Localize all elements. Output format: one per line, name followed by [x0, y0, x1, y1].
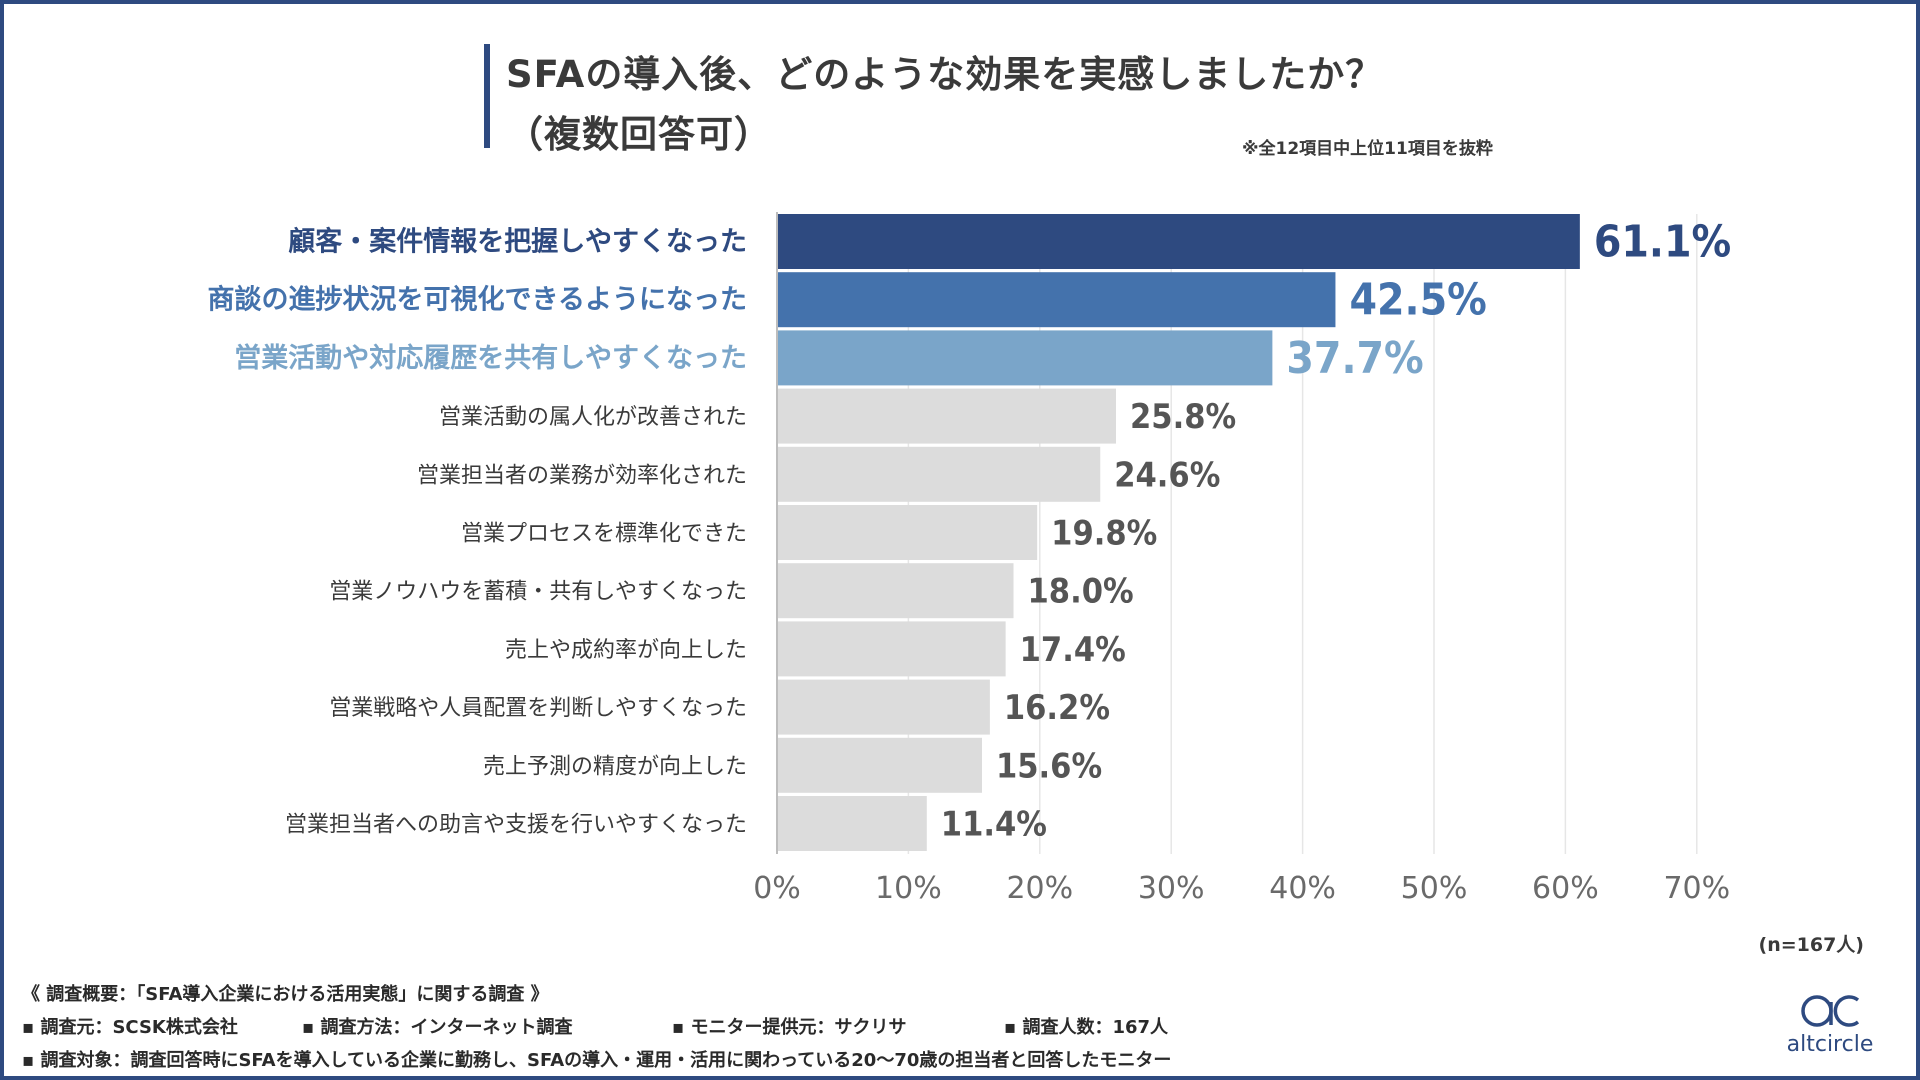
- bar: [777, 330, 1273, 386]
- bar: [777, 446, 1101, 502]
- survey-target: ▪ 調査対象：調査回答時にSFAを導入している企業に勤務し、SFAの導入・運用・…: [22, 1050, 1172, 1071]
- bar: [777, 796, 927, 851]
- category-label: 営業担当者の業務が効率化された: [417, 463, 747, 488]
- bar: [777, 679, 990, 735]
- sample-size-label: (n=167人): [1758, 934, 1864, 956]
- x-tick-label: 60%: [1532, 871, 1599, 906]
- chart-subtitle: （複数回答可）: [506, 113, 772, 156]
- category-label: 営業担当者への助言や支援を行いやすくなった: [285, 813, 747, 838]
- category-label: 売上や成約率が向上した: [505, 638, 747, 663]
- category-label: 顧客・案件情報を把握しやすくなった: [288, 226, 747, 258]
- value-label: 37.7%: [1286, 333, 1423, 384]
- value-label: 61.1%: [1594, 217, 1731, 268]
- category-label: 営業活動の属人化が改善された: [439, 405, 747, 430]
- x-tick-label: 30%: [1138, 871, 1205, 906]
- survey-monitor-provider: ▪ モニター提供元：サクリサ: [672, 1017, 907, 1038]
- x-tick-label: 0%: [753, 871, 801, 906]
- bar: [777, 505, 1038, 560]
- altcircle-logo-icon: [1801, 995, 1860, 1027]
- chart-title: SFAの導入後、どのような効果を実感しましたか？: [506, 53, 1384, 96]
- x-tick-label: 40%: [1269, 871, 1336, 906]
- value-label: 18.0%: [1028, 572, 1134, 612]
- bar: [777, 621, 1006, 677]
- category-label: 営業ノウハウを蓄積・共有しやすくなった: [329, 580, 747, 605]
- value-label: 19.8%: [1051, 514, 1157, 554]
- category-label: 営業プロセスを標準化できた: [461, 522, 747, 547]
- bar: [777, 737, 982, 793]
- category-label: 営業活動や対応履歴を共有しやすくなった: [234, 342, 747, 374]
- category-label: 商談の進捗状況を可視化できるようになった: [208, 284, 747, 316]
- value-label: 16.2%: [1004, 688, 1110, 728]
- altcircle-logo: altcircle: [1770, 990, 1890, 1060]
- survey-method: ▪ 調査方法：インターネット調査: [302, 1017, 573, 1038]
- bar: [777, 272, 1336, 328]
- bar-chart: 0% 10% 20% 30% 40% 50% 60% 70% 顧客・案件情報を把握しやすくなった…: [208, 212, 1731, 906]
- logo-text: altcircle: [1786, 1032, 1874, 1057]
- excerpt-note: ※全12項目中上位11項目を抜粋: [1242, 139, 1493, 159]
- value-label: 15.6%: [996, 746, 1102, 786]
- x-tick-label: 70%: [1663, 871, 1730, 906]
- x-tick-label: 10%: [875, 871, 942, 906]
- value-label: 11.4%: [941, 805, 1047, 845]
- value-label: 24.6%: [1114, 455, 1220, 495]
- x-tick-label: 50%: [1401, 871, 1468, 906]
- title-accent-bar: [484, 44, 490, 148]
- x-tick-label: 20%: [1006, 871, 1073, 906]
- value-label: 17.4%: [1020, 630, 1126, 670]
- survey-summary-title: 《 調査概要：「SFA導入企業における活用実態」に関する調査 》: [22, 984, 549, 1005]
- survey-source: ▪ 調査元：SCSK株式会社: [22, 1017, 238, 1038]
- value-label: 42.5%: [1349, 275, 1486, 326]
- bar: [777, 563, 1014, 619]
- bar: [777, 214, 1580, 269]
- category-label: 営業戦略や人員配置を判断しやすくなった: [329, 696, 747, 721]
- category-label: 売上予測の精度が向上した: [483, 754, 747, 779]
- value-label: 25.8%: [1130, 397, 1236, 437]
- bar: [777, 388, 1117, 444]
- survey-respondents: ▪ 調査人数：167人: [1004, 1017, 1169, 1038]
